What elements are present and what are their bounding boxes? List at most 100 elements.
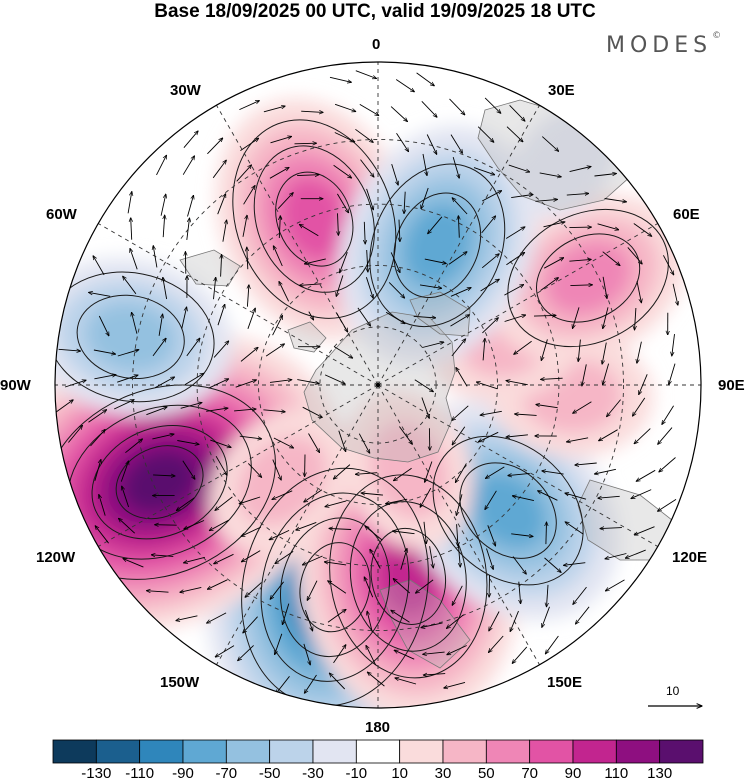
wind-vector [421, 187, 429, 209]
wind-vector [506, 381, 528, 386]
wind-vector [277, 193, 293, 210]
wind-vector [573, 401, 592, 414]
wind-vector [122, 486, 130, 508]
wind-vector [541, 378, 563, 379]
wind-vector [390, 252, 400, 272]
lon-label-90w: 90W [0, 377, 31, 394]
lon-label-180: 180 [365, 719, 391, 736]
wind-vector [450, 315, 470, 327]
lon-label-60w: 60W [46, 206, 77, 223]
wind-vector [215, 645, 235, 657]
wind-vector [361, 493, 384, 496]
colorbar-swatch [312, 739, 357, 764]
wind-vector [416, 579, 434, 593]
wind-vector [182, 460, 195, 479]
wind-vector [385, 311, 405, 323]
wind-vector [511, 195, 533, 199]
wind-vector [336, 312, 348, 332]
colorbar-swatch [529, 739, 574, 764]
wind-vector [512, 496, 534, 502]
wind-vector [489, 635, 504, 652]
contour-line [329, 474, 488, 679]
wind-vector [542, 606, 550, 628]
wind-vector [263, 410, 285, 412]
wind-vector [421, 100, 437, 117]
wind-vector [364, 577, 374, 598]
wind-vector [543, 222, 565, 228]
wind-vector [594, 174, 617, 177]
wind-vector [95, 526, 109, 544]
wind-vector [364, 221, 365, 244]
wind-vector [447, 645, 467, 655]
wind-vector [153, 475, 175, 476]
wind-vector [155, 525, 177, 526]
wind-vector [603, 307, 609, 328]
colorbar-tick-label: 10 [391, 765, 409, 782]
wind-vector [207, 612, 227, 623]
wind-vector [625, 549, 646, 558]
wind-vector [512, 646, 528, 664]
wind-vector [64, 380, 86, 388]
wind-vector [449, 98, 465, 115]
wind-vector [221, 255, 222, 277]
wind-vector [333, 464, 351, 480]
anomaly-center [489, 194, 687, 362]
wind-vector [299, 225, 319, 237]
wind-vector [391, 163, 399, 185]
wind-vector [481, 191, 501, 202]
colorbar-tick-label: -110 [125, 765, 155, 782]
wind-vector [365, 277, 373, 298]
wind-vector [426, 134, 437, 155]
wind-vector [422, 342, 443, 348]
colorbar-labels: -130 -110 -90 -70 -50 -30 -10 10 30 50 70 90 110 130 [0, 766, 750, 782]
wind-vector [243, 616, 258, 633]
contour-line [535, 233, 641, 323]
wind-vector [327, 609, 346, 623]
contour-line [432, 435, 584, 586]
wind-vector [413, 316, 436, 317]
wind-vector [276, 676, 290, 693]
wind-vector [404, 191, 405, 214]
wind-vector [153, 246, 158, 268]
wind-vector [480, 410, 502, 415]
wind-vector [602, 251, 620, 266]
wind-vector [125, 439, 142, 454]
wind-vector [452, 198, 468, 215]
contour-line [253, 145, 375, 293]
wind-vector [450, 134, 463, 154]
meridian-line [377, 384, 658, 547]
wind-vector [535, 199, 557, 201]
wind-vector [578, 339, 581, 362]
wind-vector [239, 101, 259, 111]
wind-vector [355, 70, 377, 79]
meridian-line [216, 105, 379, 386]
wind-vector [307, 580, 318, 601]
wind-vector [333, 346, 353, 359]
wind-vector [483, 338, 485, 361]
wind-vector [367, 611, 373, 633]
wind-vector [213, 277, 216, 300]
wind-vector [511, 533, 533, 537]
wind-vector [270, 581, 284, 600]
wind-vector [367, 249, 368, 272]
wind-vector [536, 405, 558, 409]
contour-line [115, 445, 204, 520]
wind-vector [423, 674, 446, 676]
colorbar-tick-label: -70 [215, 765, 238, 782]
wind-vector [160, 194, 166, 216]
wind-vector [425, 461, 433, 483]
wind-vector [486, 466, 505, 479]
wind-vector [340, 252, 348, 273]
wind-vector [94, 375, 116, 380]
wind-vector [594, 468, 616, 474]
wind-vector [391, 610, 410, 623]
wind-vector [130, 249, 138, 270]
wind-vector [146, 407, 167, 416]
wind-vector [212, 160, 226, 179]
wind-vector [114, 400, 134, 410]
wind-vector [176, 615, 198, 621]
wind-vector [120, 461, 128, 482]
wind-vector [184, 373, 204, 385]
wind-vector [302, 555, 323, 565]
wind-vector [304, 489, 323, 502]
